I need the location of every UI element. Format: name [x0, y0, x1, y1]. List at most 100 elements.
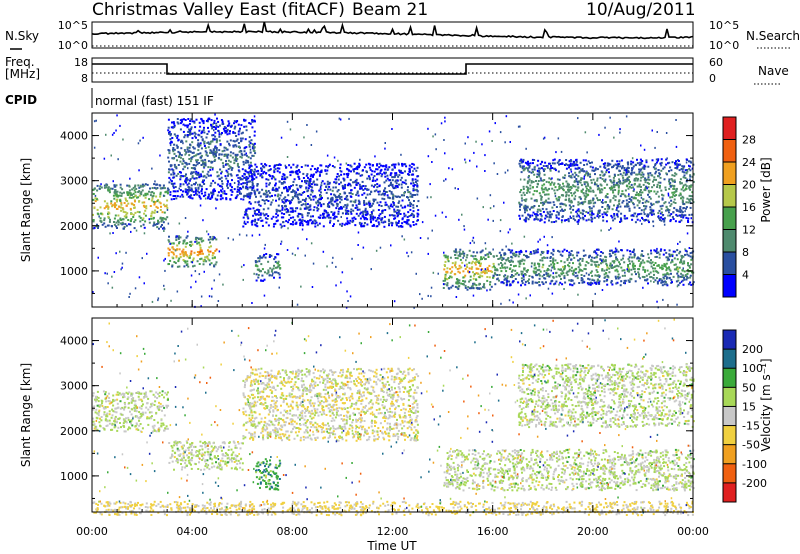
echo-cell [154, 223, 157, 226]
echo-cell [685, 201, 688, 204]
echo-cell [187, 150, 190, 153]
echo-cell [502, 282, 505, 285]
echo-cell [311, 220, 314, 223]
echo-cell [162, 203, 165, 206]
echo-cell [356, 192, 359, 195]
echo-cell [545, 165, 548, 167]
echo-cell [669, 185, 672, 187]
echo-cell [647, 172, 650, 175]
echo-cell [589, 283, 592, 286]
echo-cell [272, 267, 275, 270]
echo-cell [277, 260, 280, 263]
echo-cell [638, 268, 641, 271]
echo-cell [565, 185, 568, 188]
echo-cell [475, 284, 478, 287]
echo-cell [362, 185, 365, 187]
echo-cell [386, 174, 389, 177]
echo-cell [557, 217, 560, 220]
echo-cell [118, 205, 121, 208]
echo-cell [555, 197, 558, 200]
echo-cell [657, 181, 660, 184]
echo-cell [287, 221, 290, 224]
echo-cell [388, 166, 391, 169]
echo-cell [628, 260, 631, 263]
echo-cell [139, 220, 142, 223]
echo-cell [680, 197, 682, 200]
echo-cell [665, 283, 668, 286]
echo-cell [641, 167, 644, 170]
echo-cell [536, 173, 539, 176]
echo-cell [663, 178, 666, 181]
echo-cell [208, 143, 211, 146]
echo-cell [672, 211, 675, 214]
echo-cell [593, 216, 596, 219]
echo-cell [534, 270, 537, 273]
echo-cell [506, 280, 509, 283]
echo-cell [94, 200, 97, 203]
echo-cell [482, 284, 485, 287]
echo-cell [306, 173, 309, 176]
echo-cell [341, 271, 344, 274]
echo-cell [686, 169, 689, 171]
echo-cell [397, 175, 400, 178]
echo-cell [198, 121, 201, 124]
echo-cell [355, 212, 358, 215]
echo-cell [254, 261, 257, 264]
echo-cell [591, 217, 594, 220]
echo-cell [522, 191, 525, 194]
echo-cell [587, 189, 590, 191]
echo-cell [233, 159, 236, 162]
echo-cell [618, 170, 621, 173]
echo-cell [289, 216, 292, 219]
echo-cell [285, 211, 288, 214]
freq-tick-bottom: 8 [81, 72, 88, 85]
echo-cell [188, 158, 191, 160]
echo-cell [574, 185, 577, 188]
echo-cell [542, 251, 545, 254]
echo-cell [253, 212, 256, 215]
echo-cell [333, 217, 336, 220]
echo-cell [538, 268, 541, 271]
echo-cell [131, 193, 133, 196]
echo-cell [133, 204, 136, 206]
echo-cell [681, 199, 684, 202]
echo-cell [520, 158, 523, 161]
echo-cell [292, 216, 295, 219]
echo-cell [240, 140, 242, 143]
echo-cell [242, 163, 245, 166]
echo-cell [378, 184, 381, 187]
echo-cell [442, 279, 445, 282]
echo-cell [251, 145, 254, 148]
echo-cell [202, 263, 205, 266]
echo-cell [586, 282, 589, 285]
echo-cell [227, 159, 230, 162]
echo-cell [362, 213, 365, 216]
echo-cell [197, 143, 200, 146]
echo-cell [260, 168, 263, 171]
echo-cell [627, 264, 629, 266]
echo-cell [160, 220, 163, 223]
echo-cell [151, 210, 154, 213]
echo-cell [244, 146, 247, 149]
echo-cell [415, 181, 417, 183]
echo-cell [690, 283, 693, 286]
echo-cell [311, 165, 314, 168]
echo-cell [527, 256, 530, 259]
echo-cell [182, 248, 185, 251]
echo-cell [589, 271, 592, 274]
echo-cell [363, 200, 366, 202]
echo-cell [550, 164, 552, 167]
echo-cell [309, 193, 312, 196]
echo-cell [159, 191, 162, 194]
echo-cell [110, 200, 113, 203]
echo-cell [628, 270, 631, 273]
echo-cell [152, 224, 155, 227]
echo-cell [390, 192, 393, 195]
echo-cell [180, 140, 182, 143]
echo-cell [150, 191, 153, 194]
echo-cell [532, 250, 535, 252]
echo-cell [104, 225, 107, 228]
echo-cell [689, 281, 692, 284]
echo-cell [186, 178, 189, 181]
echo-cell [261, 256, 264, 259]
